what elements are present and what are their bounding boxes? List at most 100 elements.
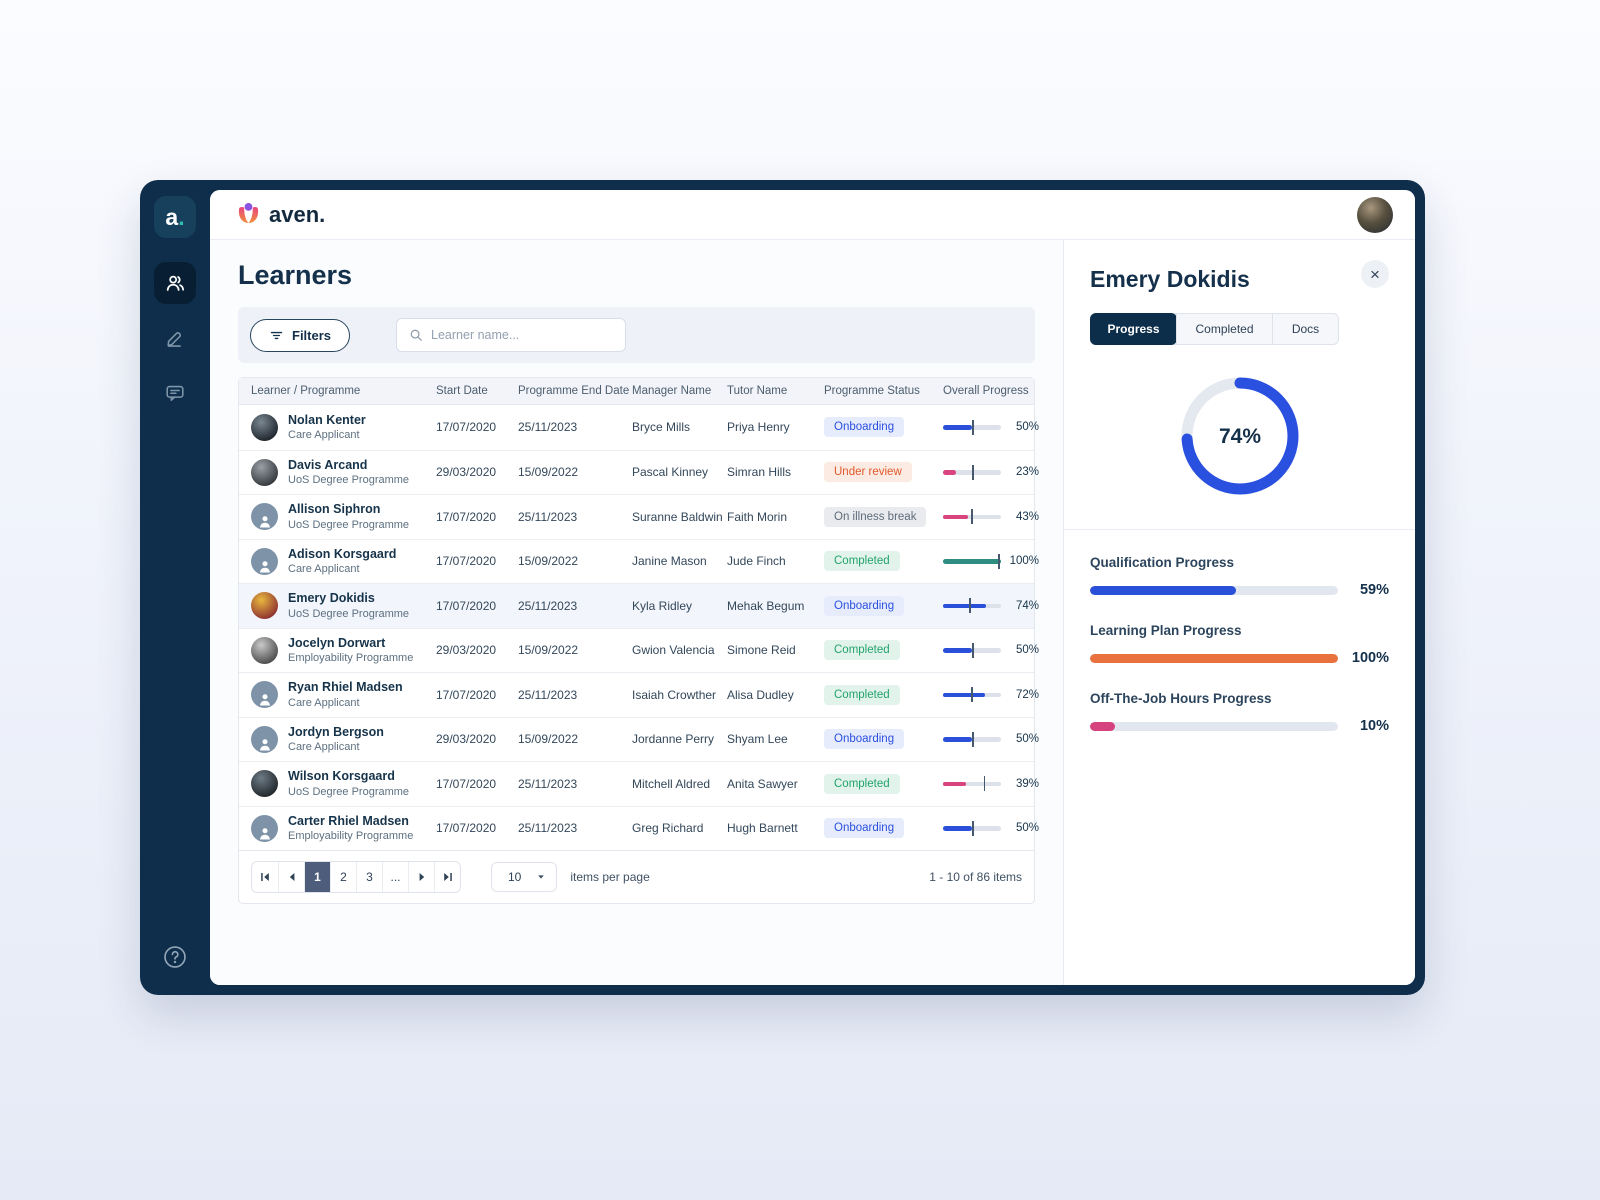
sidebar-item-learners[interactable] [154, 262, 196, 304]
progress-section-bar [1090, 585, 1338, 595]
person-placeholder-icon [259, 694, 270, 706]
table-body: Nolan Kenter Care Applicant 17/07/2020 2… [239, 405, 1039, 851]
sidebar-item-assessments[interactable] [154, 317, 196, 359]
page-button[interactable]: 2 [330, 862, 356, 892]
person-placeholder-icon [259, 827, 270, 840]
learner-name: Jordyn Bergson [288, 724, 384, 739]
table-row[interactable]: Nolan Kenter Care Applicant 17/07/2020 2… [239, 405, 1039, 450]
tutor-name-cell: Alisa Dudley [727, 687, 794, 702]
table-row[interactable]: Jordyn Bergson Care Applicant 29/03/2020… [239, 716, 1039, 762]
start-date-cell: 29/03/2020 [436, 465, 497, 480]
table-row[interactable]: Allison Siphron UoS Degree Programme 17/… [239, 494, 1039, 539]
page-button[interactable]: 1 [304, 862, 330, 892]
learner-name: Allison Siphron [288, 502, 381, 517]
user-avatar[interactable] [1357, 196, 1393, 233]
learner-programme: Care Applicant [288, 741, 360, 754]
filters-button[interactable]: Filters [250, 318, 351, 352]
tab-completed[interactable]: Completed [1176, 314, 1272, 344]
table-header: Learner / Programme Start Date Programme… [239, 378, 1034, 405]
progress-cell: 74% [943, 598, 1049, 614]
column-header: Programme Status [824, 385, 920, 397]
progress-sections: Qualification Progress 59% Learning Plan… [1090, 555, 1389, 734]
start-date-cell: 17/07/2020 [436, 420, 497, 435]
page-button[interactable]: 3 [356, 862, 382, 892]
table-row[interactable]: Adison Korsgaard Care Applicant 17/07/20… [239, 538, 1039, 584]
table-row[interactable]: Carter Rhiel Madsen Employability Progra… [239, 805, 1039, 851]
tutor-name-cell: Simran Hills [727, 465, 792, 480]
status-cell: Onboarding [824, 729, 943, 750]
column-header: Manager Name [632, 385, 712, 397]
end-date-cell: 15/09/2022 [518, 732, 579, 747]
search-input[interactable] [431, 328, 614, 342]
sidebar-item-messages[interactable] [154, 372, 196, 414]
status-cell: Completed [824, 640, 943, 661]
progress-section: Learning Plan Progress 100% [1090, 623, 1389, 666]
learner-name: Nolan Kenter [288, 412, 366, 427]
progress-value: 50% [1015, 733, 1039, 746]
status-badge: On illness break [824, 506, 927, 527]
tutor-name-cell: Anita Sawyer [727, 776, 798, 791]
tutor-name-cell: Jude Finch [727, 554, 786, 569]
start-date-cell: 17/07/2020 [436, 687, 497, 702]
help-icon [164, 946, 186, 968]
filter-icon [270, 331, 283, 339]
table-row[interactable]: Wilson Korsgaard UoS Degree Programme 17… [239, 761, 1039, 806]
close-icon: × [1370, 264, 1380, 284]
users-icon [166, 275, 185, 291]
end-date-cell: 25/11/2023 [518, 509, 578, 524]
learner-cell: Adison Korsgaard Care Applicant [251, 546, 436, 577]
learner-avatar [251, 547, 278, 575]
table-row[interactable]: Jocelyn Dorwart Employability Programme … [239, 627, 1039, 673]
learner-cell: Wilson Korsgaard UoS Degree Programme [251, 768, 436, 799]
first-page-button[interactable] [252, 862, 278, 892]
tutor-name-cell: Priya Henry [727, 420, 790, 435]
column-header: Learner / Programme [251, 385, 361, 397]
learner-cell: Carter Rhiel Madsen Employability Progra… [251, 813, 436, 844]
end-date-cell: 25/11/2023 [518, 598, 578, 613]
table-row[interactable]: Davis Arcand UoS Degree Programme 29/03/… [239, 449, 1039, 495]
help-button[interactable] [162, 944, 188, 975]
learner-programme: UoS Degree Programme [288, 518, 410, 531]
detail-panel-title: Emery Dokidis [1090, 266, 1250, 292]
learner-name: Adison Korsgaard [288, 546, 397, 561]
learner-avatar [251, 458, 278, 486]
detail-panel: Emery Dokidis × Progress Completed Docs 74… [1063, 240, 1415, 985]
tab-progress[interactable]: Progress [1090, 313, 1177, 345]
progress-section-label: Off-The-Job Hours Progress [1090, 691, 1272, 706]
person-placeholder-icon [259, 738, 270, 751]
person-placeholder-icon [259, 516, 270, 528]
table-row[interactable]: Ryan Rhiel Madsen Care Applicant 17/07/2… [239, 672, 1039, 717]
learner-cell: Ryan Rhiel Madsen Care Applicant [251, 679, 436, 710]
table-row[interactable]: Emery Dokidis UoS Degree Programme 17/07… [239, 583, 1039, 628]
progress-section-value: 10% [1359, 718, 1389, 734]
learner-name: Wilson Korsgaard [288, 769, 395, 784]
progress-slider [943, 776, 1001, 792]
manager-name-cell: Bryce Mills [632, 420, 691, 435]
progress-slider [943, 820, 1001, 836]
page-title: Learners [238, 260, 353, 290]
last-page-button[interactable] [434, 862, 460, 892]
app-logo: a. [154, 196, 196, 238]
status-cell: Onboarding [824, 417, 943, 438]
learner-avatar [251, 725, 278, 753]
tab-docs[interactable]: Docs [1272, 314, 1338, 344]
chat-icon [166, 385, 184, 402]
status-badge: Completed [824, 551, 900, 572]
learner-name: Ryan Rhiel Madsen [288, 680, 403, 695]
progress-slider [943, 687, 1001, 703]
last-page-icon [443, 873, 452, 881]
tutor-name-cell: Hugh Barnett [727, 821, 798, 836]
end-date-cell: 15/09/2022 [518, 643, 579, 658]
learner-cell: Davis Arcand UoS Degree Programme [251, 457, 436, 488]
next-page-button[interactable] [408, 862, 434, 892]
main-content: Learners Filters [210, 240, 1063, 985]
per-page-select[interactable]: 10 [491, 862, 558, 892]
learner-avatar [251, 413, 278, 441]
progress-section-value: 59% [1359, 582, 1389, 598]
prev-page-button[interactable] [278, 862, 304, 892]
tutor-name-cell: Simone Reid [727, 643, 796, 658]
learner-name: Emery Dokidis [288, 591, 375, 606]
progress-slider [943, 464, 1001, 480]
close-panel-button[interactable]: × [1361, 260, 1389, 288]
learner-avatar [251, 681, 278, 709]
